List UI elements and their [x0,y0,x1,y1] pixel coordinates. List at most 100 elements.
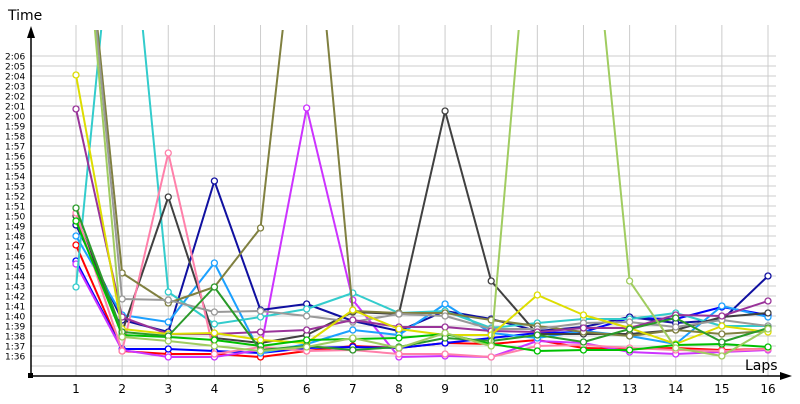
data-point [533,347,541,355]
data-point [72,283,80,291]
series-light-green [93,30,772,360]
data-point [718,338,726,346]
data-point [533,331,541,339]
data-point [625,346,634,354]
data-point [256,313,265,321]
y-tick-label: 1:50 [5,213,25,223]
data-point [210,350,219,358]
x-tick-label: 15 [714,382,729,396]
series-line [95,30,769,330]
x-tick-label: 5 [257,382,265,396]
data-point [72,232,80,240]
data-point [718,312,726,320]
x-tick-label: 14 [668,382,683,396]
data-point [395,310,403,318]
data-point [764,309,772,317]
data-point [164,318,172,326]
data-point [164,288,172,296]
data-point [441,350,449,358]
data-point [303,336,311,344]
y-tick-label: 1:44 [5,273,25,283]
series-lines [72,30,772,361]
data-point [164,353,172,361]
data-point [625,332,634,340]
origin-marker [28,373,33,378]
data-point [672,323,680,331]
data-point [395,334,403,342]
x-tick-label: 8 [395,382,403,396]
y-axis-label: Time [7,8,42,24]
data-point [164,149,172,157]
y-tick-label: 1:56 [5,153,25,163]
series-line [75,207,769,351]
data-point [441,323,449,331]
data-point [487,342,495,350]
y-tick-label: 1:54 [5,173,25,183]
x-axis-label: Laps [745,358,778,374]
y-tick-label: 1:42 [5,293,25,303]
data-point [764,343,772,351]
data-point [579,311,588,319]
y-tick-label: 1:58 [5,133,25,143]
y-tick-label: 1:47 [5,243,25,253]
data-point [210,336,219,344]
data-point [164,193,172,201]
data-point [210,177,219,185]
y-tick-label: 2:03 [5,83,25,93]
series-line [75,74,769,345]
data-point [118,333,126,341]
data-point [718,302,726,310]
data-point [579,324,588,332]
y-axis-ticks: 2:062:052:042:032:022:012:001:591:581:57… [5,53,25,363]
y-tick-label: 1:52 [5,193,25,203]
grid-lines [31,25,776,376]
data-point [441,107,449,115]
x-tick-label: 6 [303,382,311,396]
data-point [764,272,772,280]
y-tick-label: 1:49 [5,223,25,233]
x-tick-label: 13 [622,382,637,396]
data-point [210,283,219,291]
y-tick-label: 1:41 [5,303,25,313]
data-point [487,353,495,361]
data-point [164,337,172,345]
data-point [303,326,311,334]
y-tick-label: 1:39 [5,323,25,333]
data-point [718,330,726,338]
data-point [210,329,219,337]
y-tick-label: 2:05 [5,63,25,73]
y-tick-label: 1:37 [5,343,25,353]
data-point [395,325,403,333]
x-axis-ticks: 1 2 3 4 5 6 7 8 9 10 11 12 13 14 15 16 [72,382,775,396]
x-axis-arrow-icon [780,372,792,380]
x-tick-label: 12 [576,382,591,396]
data-point [256,347,265,355]
data-point [164,296,172,304]
y-tick-label: 1:59 [5,123,25,133]
y-tick-label: 1:40 [5,313,25,323]
y-tick-label: 2:01 [5,103,25,113]
series-line [96,30,769,337]
y-tick-label: 1:51 [5,203,25,213]
x-tick-label: 2 [118,382,126,396]
data-point [256,307,265,315]
series-line [75,152,769,358]
data-point [349,346,357,354]
data-point [487,277,495,285]
series-line [75,107,769,358]
data-point [72,241,80,249]
data-point [441,312,449,320]
y-tick-label: 1:45 [5,263,25,273]
y-tick-label: 1:43 [5,283,25,293]
series-line [75,30,768,329]
x-tick-label: 11 [530,382,545,396]
y-tick-label: 1:38 [5,333,25,343]
data-point [672,344,680,352]
data-point [256,336,265,344]
y-tick-label: 2:06 [5,53,25,63]
data-point [718,352,726,360]
data-point [349,326,357,334]
data-point [718,322,726,330]
data-point [303,305,311,313]
